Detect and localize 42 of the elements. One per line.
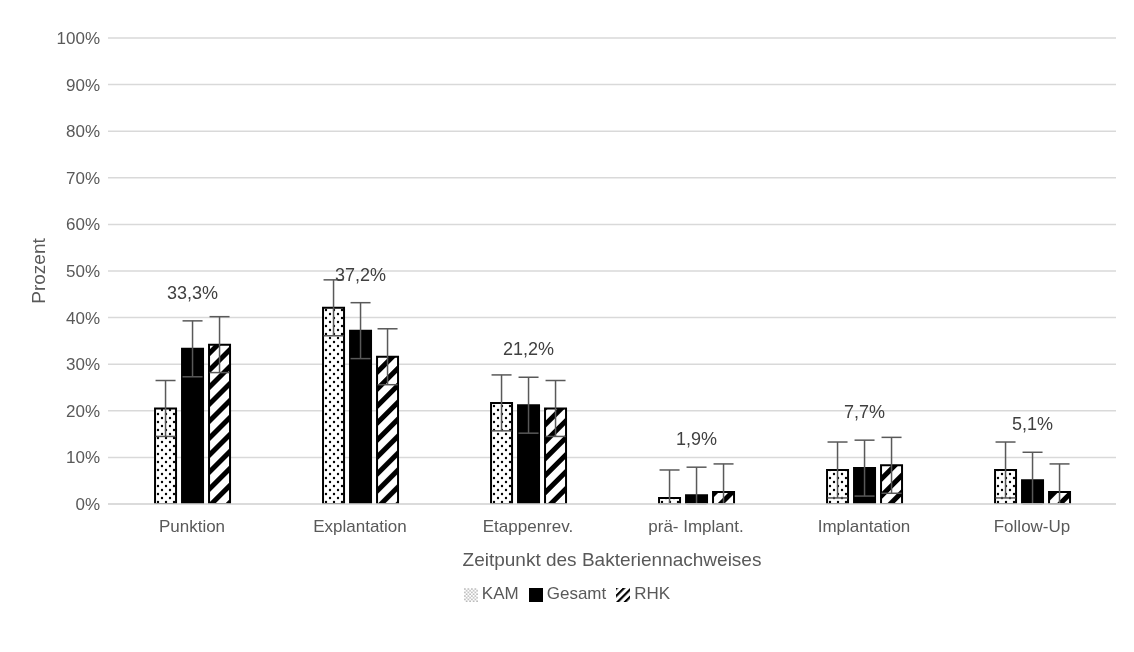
bar [349, 329, 373, 504]
y-tick-label: 70% [65, 168, 100, 188]
y-tick-label: 30% [65, 355, 100, 375]
x-tick-label: Etappenrev. [482, 517, 574, 537]
bar [208, 343, 232, 504]
x-tick-label: prä- Implant. [648, 517, 744, 537]
legend-label: RHK [634, 584, 671, 603]
y-axis-title: Prozent [27, 237, 49, 304]
legend-label: KAM [481, 584, 519, 603]
data-label: 33,3% [167, 282, 219, 303]
bar [322, 306, 346, 504]
bar [154, 407, 178, 504]
bar [517, 404, 541, 504]
y-tick-label: 0% [75, 495, 100, 515]
bar [544, 407, 568, 504]
x-axis-title: Zeitpunkt des Bakteriennachweises [462, 549, 762, 570]
x-tick-label: Punktion [158, 517, 226, 537]
y-tick-label: 80% [65, 122, 100, 142]
y-tick-label: 60% [65, 215, 100, 235]
bar [1021, 479, 1045, 504]
bar [853, 467, 877, 504]
data-label: 21,2% [503, 339, 555, 360]
bar [181, 347, 205, 504]
data-label: 7,7% [844, 402, 886, 423]
bar [490, 401, 514, 504]
bar [826, 468, 850, 504]
x-tick-label: Follow-Up [993, 517, 1071, 537]
x-tick-label: Implantation [817, 517, 911, 537]
y-tick-label: 40% [65, 308, 100, 328]
bar [994, 468, 1018, 504]
y-tick-label: 20% [65, 401, 100, 421]
data-label: 1,9% [676, 429, 718, 450]
y-tick-label: 90% [65, 75, 100, 95]
y-tick-label: 10% [65, 448, 100, 468]
bar [880, 464, 904, 504]
data-label: 5,1% [1012, 414, 1054, 435]
y-tick-label: 100% [56, 29, 100, 49]
y-tick-label: 50% [65, 262, 100, 282]
data-label: 37,2% [335, 264, 387, 285]
x-tick-label: Explantation [313, 517, 407, 537]
legend-label: Gesamt [546, 584, 607, 603]
bar [376, 355, 400, 504]
